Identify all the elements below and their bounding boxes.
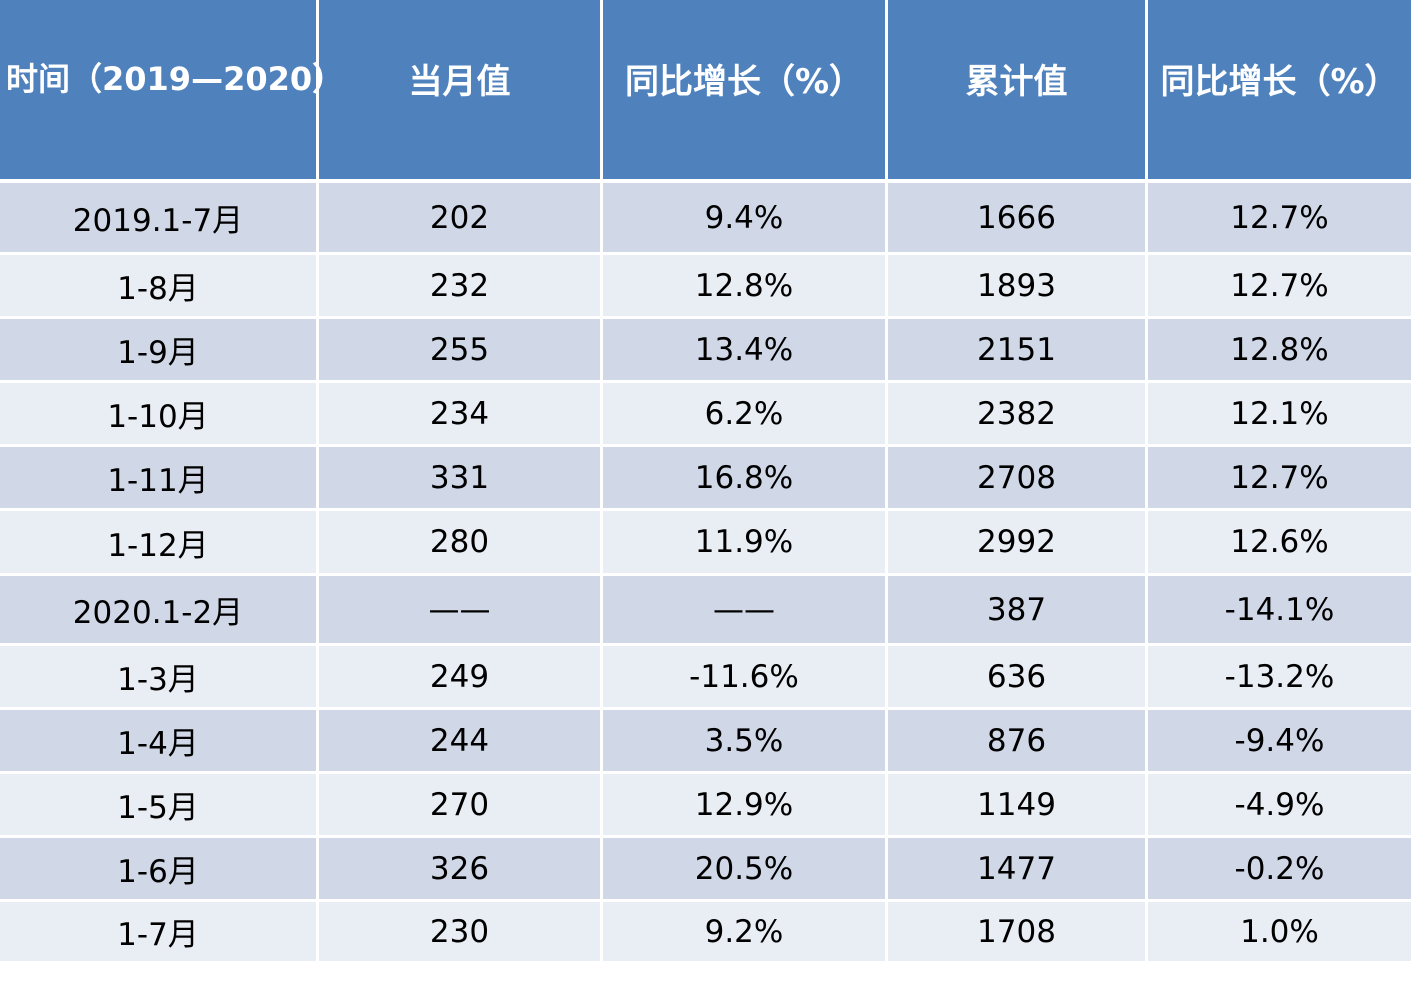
cell-time: 1-5月 (0, 774, 319, 838)
cell-cumulative-value: 876 (888, 710, 1148, 774)
header-monthly-yoy: 同比增长（%） (603, 0, 888, 183)
cell-monthly-value: 326 (319, 838, 603, 902)
header-cumulative-value: 累计值 (888, 0, 1148, 183)
table-row: 1-6月 326 20.5% 1477 -0.2% (0, 838, 1411, 902)
cell-monthly-yoy: 11.9% (603, 511, 888, 576)
cell-cumulative-value: 2992 (888, 511, 1148, 576)
cell-time: 1-11月 (0, 447, 319, 511)
cell-monthly-yoy: —— (603, 576, 888, 646)
cell-time: 1-8月 (0, 255, 319, 319)
cell-cumulative-value: 636 (888, 646, 1148, 710)
cell-time: 1-10月 (0, 383, 319, 447)
cell-monthly-value: 234 (319, 383, 603, 447)
table-row: 2019.1-7月 202 9.4% 1666 12.7% (0, 183, 1411, 255)
cell-monthly-value: 244 (319, 710, 603, 774)
table-row: 1-8月 232 12.8% 1893 12.7% (0, 255, 1411, 319)
cell-cumulative-yoy: -13.2% (1148, 646, 1411, 710)
cell-cumulative-value: 1893 (888, 255, 1148, 319)
cell-time: 1-3月 (0, 646, 319, 710)
cell-cumulative-value: 1666 (888, 183, 1148, 255)
cell-time: 2020.1-2月 (0, 576, 319, 646)
cell-monthly-value: —— (319, 576, 603, 646)
cell-cumulative-yoy: -0.2% (1148, 838, 1411, 902)
cell-cumulative-value: 387 (888, 576, 1148, 646)
table-row: 1-9月 255 13.4% 2151 12.8% (0, 319, 1411, 383)
cell-monthly-value: 255 (319, 319, 603, 383)
cell-cumulative-yoy: 12.7% (1148, 255, 1411, 319)
cell-monthly-yoy: 16.8% (603, 447, 888, 511)
table-row: 1-10月 234 6.2% 2382 12.1% (0, 383, 1411, 447)
cell-time: 1-6月 (0, 838, 319, 902)
cell-cumulative-yoy: 12.7% (1148, 447, 1411, 511)
cell-time: 1-9月 (0, 319, 319, 383)
cell-monthly-yoy: 20.5% (603, 838, 888, 902)
header-row: 时间（2019—2020） 当月值 同比增长（%） 累计值 同比增长（%） (0, 0, 1411, 183)
cell-monthly-yoy: 9.4% (603, 183, 888, 255)
table-row: 1-5月 270 12.9% 1149 -4.9% (0, 774, 1411, 838)
cell-monthly-value: 270 (319, 774, 603, 838)
cell-cumulative-value: 2382 (888, 383, 1148, 447)
cell-cumulative-value: 2708 (888, 447, 1148, 511)
cell-cumulative-value: 1708 (888, 902, 1148, 964)
table-row: 1-3月 249 -11.6% 636 -13.2% (0, 646, 1411, 710)
cell-cumulative-value: 1149 (888, 774, 1148, 838)
cell-cumulative-yoy: -4.9% (1148, 774, 1411, 838)
cell-monthly-yoy: 12.9% (603, 774, 888, 838)
cell-monthly-value: 280 (319, 511, 603, 576)
header-cumulative-yoy: 同比增长（%） (1148, 0, 1411, 183)
cell-monthly-value: 230 (319, 902, 603, 964)
cell-monthly-value: 249 (319, 646, 603, 710)
cell-time: 1-12月 (0, 511, 319, 576)
cell-cumulative-yoy: 1.0% (1148, 902, 1411, 964)
cell-monthly-value: 331 (319, 447, 603, 511)
cell-cumulative-yoy: 12.1% (1148, 383, 1411, 447)
cell-monthly-yoy: -11.6% (603, 646, 888, 710)
cell-cumulative-yoy: 12.6% (1148, 511, 1411, 576)
table-row: 1-7月 230 9.2% 1708 1.0% (0, 902, 1411, 964)
table-row: 1-12月 280 11.9% 2992 12.6% (0, 511, 1411, 576)
cell-cumulative-yoy: -14.1% (1148, 576, 1411, 646)
cell-time: 2019.1-7月 (0, 183, 319, 255)
cell-monthly-value: 232 (319, 255, 603, 319)
table-row: 1-4月 244 3.5% 876 -9.4% (0, 710, 1411, 774)
cell-monthly-yoy: 9.2% (603, 902, 888, 964)
header-monthly-value: 当月值 (319, 0, 603, 183)
cell-cumulative-yoy: 12.7% (1148, 183, 1411, 255)
table-row: 1-11月 331 16.8% 2708 12.7% (0, 447, 1411, 511)
cell-monthly-yoy: 6.2% (603, 383, 888, 447)
cell-time: 1-7月 (0, 902, 319, 964)
data-table: 时间（2019—2020） 当月值 同比增长（%） 累计值 同比增长（%） 20… (0, 0, 1411, 964)
table-row: 2020.1-2月 —— —— 387 -14.1% (0, 576, 1411, 646)
header-time: 时间（2019—2020） (0, 0, 344, 183)
cell-monthly-value: 202 (319, 183, 603, 255)
cell-monthly-yoy: 12.8% (603, 255, 888, 319)
cell-monthly-yoy: 3.5% (603, 710, 888, 774)
cell-time: 1-4月 (0, 710, 319, 774)
cell-cumulative-yoy: -9.4% (1148, 710, 1411, 774)
cell-cumulative-value: 2151 (888, 319, 1148, 383)
cell-monthly-yoy: 13.4% (603, 319, 888, 383)
cell-cumulative-value: 1477 (888, 838, 1148, 902)
cell-cumulative-yoy: 12.8% (1148, 319, 1411, 383)
